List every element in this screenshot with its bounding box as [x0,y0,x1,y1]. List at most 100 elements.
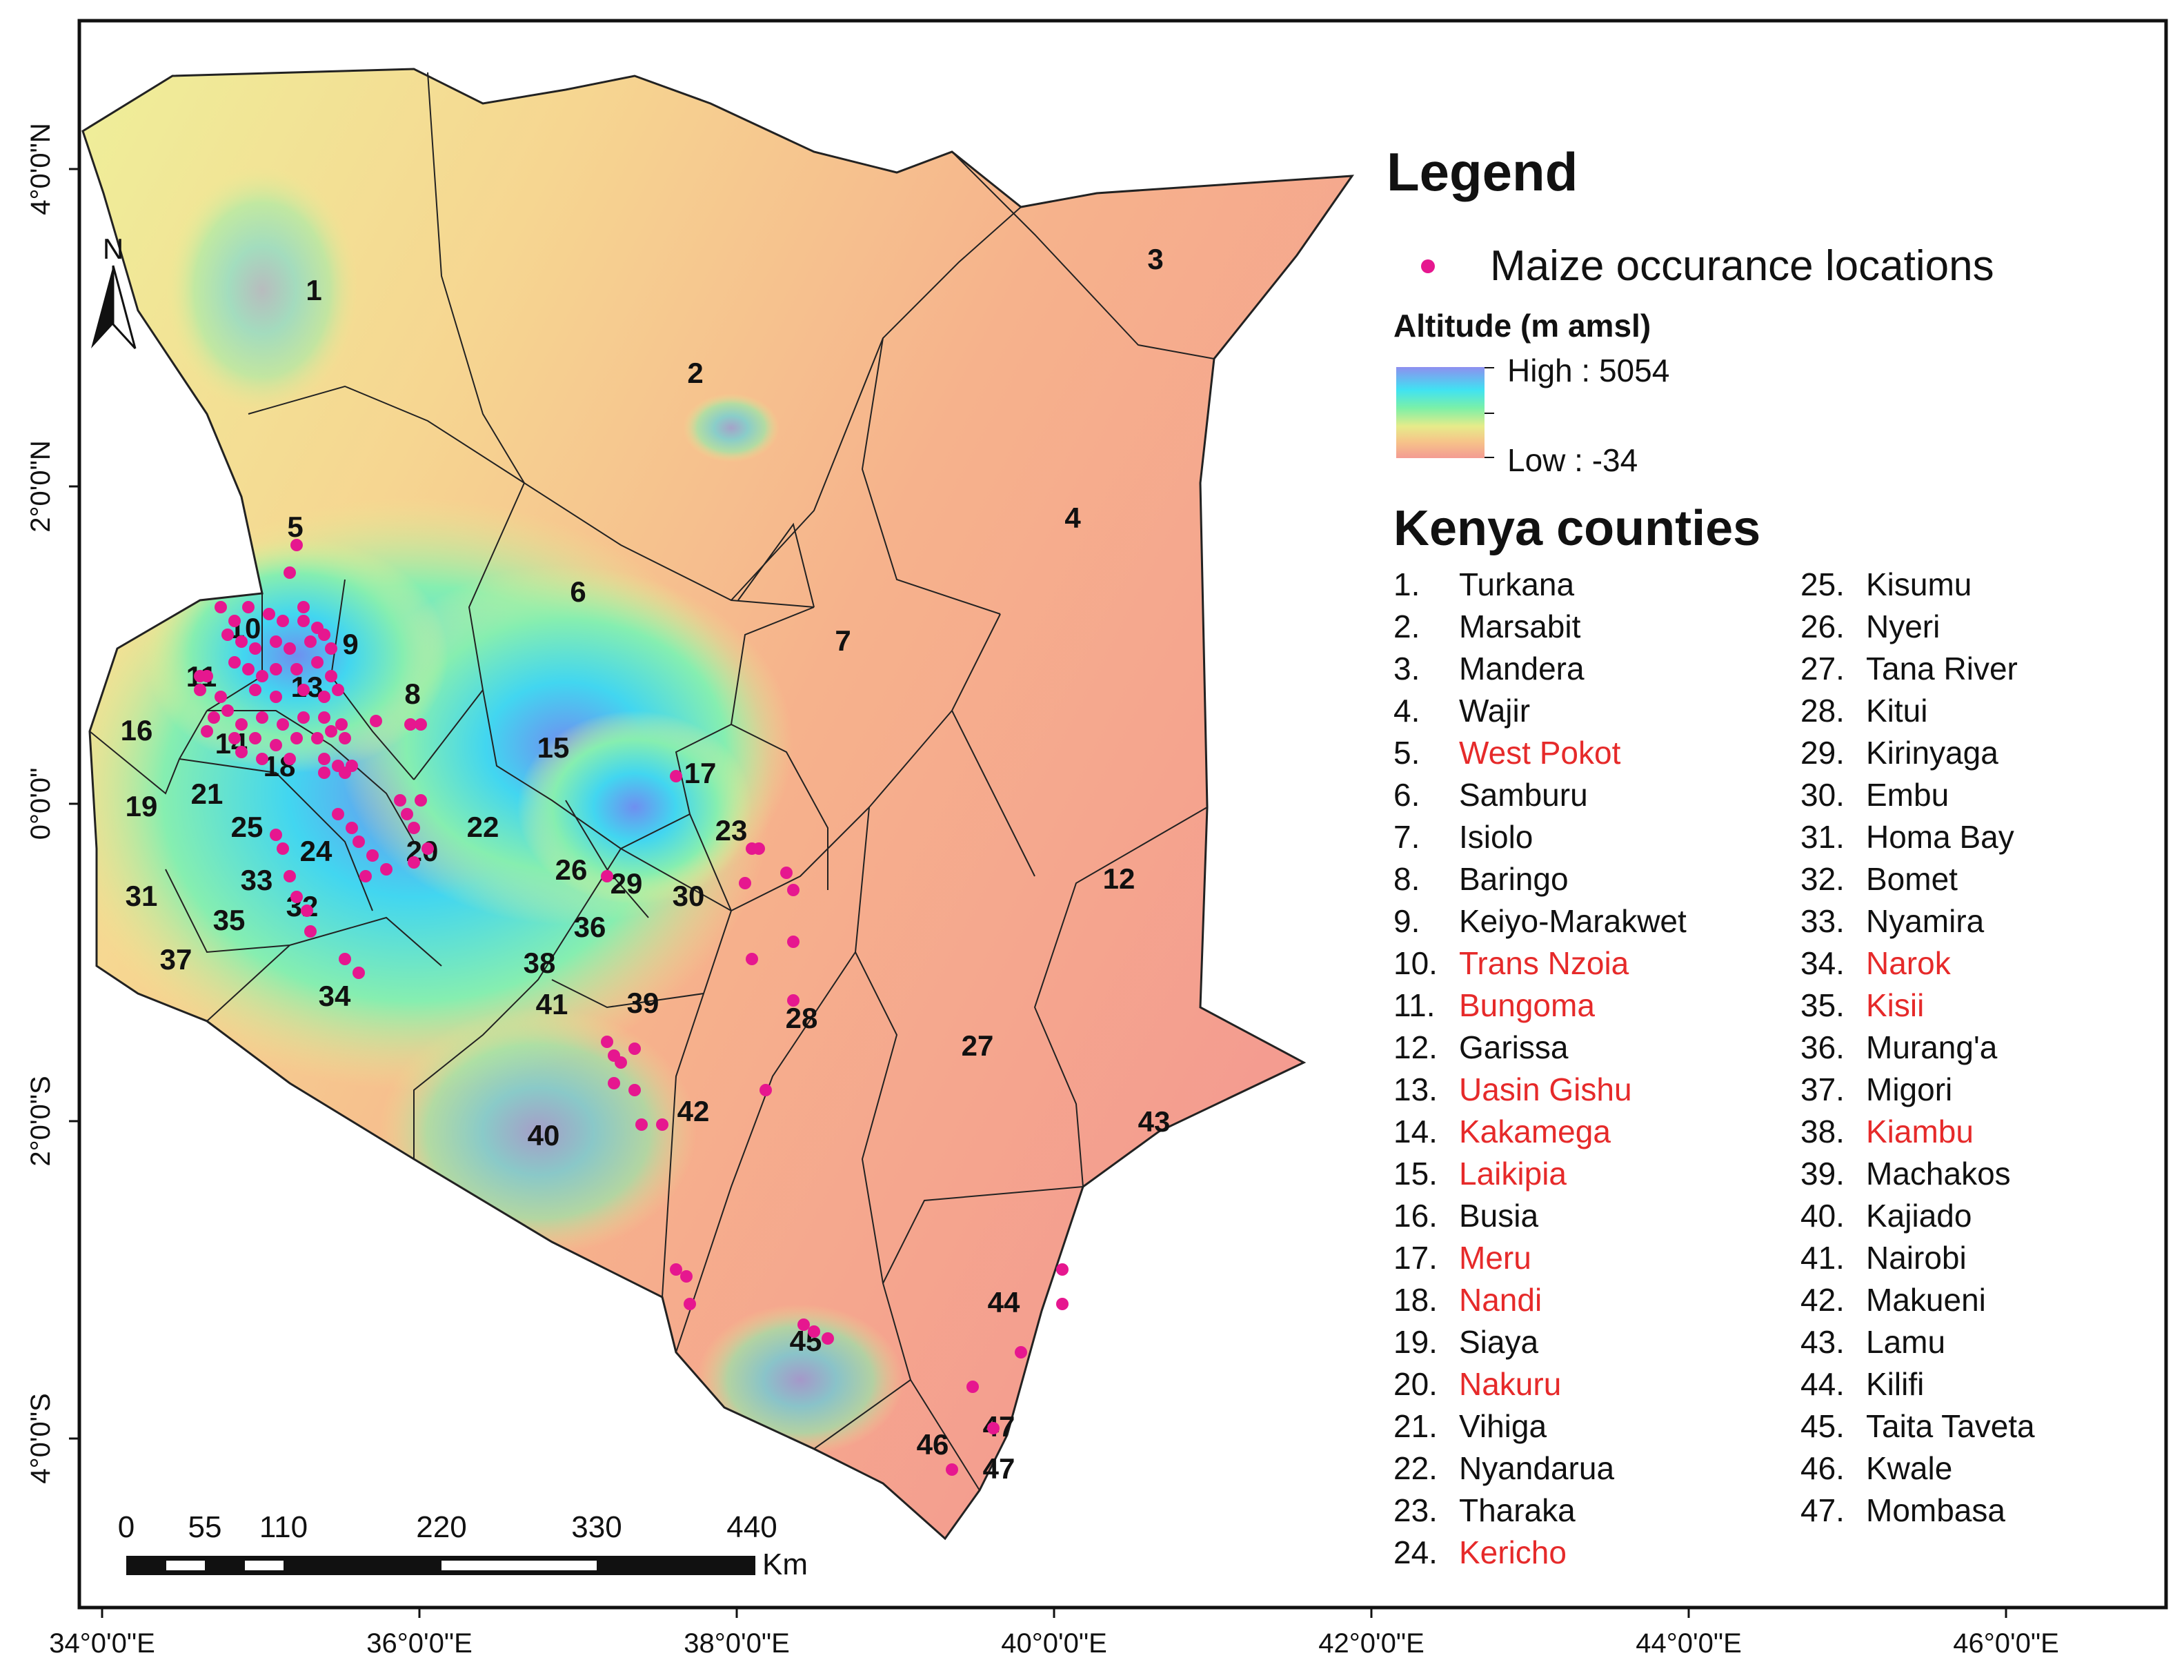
county-list-number: 33. [1800,903,1845,939]
maize-occurrence-point [739,877,751,889]
maize-occurrence-point [221,629,234,641]
county-list-name: Isiolo [1459,819,1533,855]
county-list-name: Mandera [1459,651,1585,686]
scale-label: 220 [416,1510,466,1544]
county-list-name: Marsabit [1459,609,1581,644]
county-list-name: Kisumu [1866,566,1972,602]
county-list-item: 3. Mandera [1393,650,1687,692]
maize-occurrence-point [297,601,310,613]
county-list-number: 15. [1393,1156,1438,1192]
county-number: 3 [1147,243,1163,275]
maize-occurrence-point [249,684,261,696]
maize-occurrence-point [235,746,248,758]
county-list-name: Lamu [1866,1324,1946,1360]
county-number: 12 [1103,862,1135,895]
county-list-number: 24. [1393,1534,1438,1570]
maize-occurrence-point [601,870,613,882]
maize-occurrence-point [284,566,296,579]
ramp-tick [1485,367,1494,368]
scale-label: 110 [259,1510,308,1544]
county-list-item: 26. Nyeri [1800,608,2035,650]
county-list-number: 40. [1800,1198,1845,1234]
county-list-item: 37. Migori [1800,1071,2035,1113]
maize-occurrence-point [628,1042,641,1055]
county-list-number: 9. [1393,903,1420,939]
county-list-number: 29. [1800,735,1845,771]
graticule-ticks [69,168,2007,1618]
county-number: 15 [537,731,570,764]
maize-occurrence-point [284,753,296,765]
county-list-item: 11. Bungoma [1393,987,1687,1029]
maize-occurrence-point [353,967,365,979]
maize-occurrence-point [404,718,417,731]
maize-occurrence-point [787,994,800,1007]
county-list-number: 19. [1393,1324,1438,1360]
county-list-item: 38. Kiambu [1800,1113,2035,1155]
county-list-name: Kwale [1866,1450,1953,1486]
county-list-column-2: 25. Kisumu 26. Nyeri 27. Tana River 28. Kitui 29… [1800,566,2035,1534]
county-list-item: 40. Kajiado [1800,1197,2035,1239]
county-list-number: 8. [1393,861,1420,897]
county-number: 22 [467,811,499,843]
maize-occurrence-point [290,891,303,903]
maize-occurrence-point [1056,1263,1069,1276]
maize-occurrence-point [746,953,758,965]
maize-occurrence-point [201,725,213,738]
maize-occurrence-point [394,794,406,807]
county-list-name: Vihiga [1459,1408,1547,1444]
county-list-item: 23. Tharaka [1393,1492,1687,1534]
maize-occurrence-point [787,884,800,896]
maize-occurrence-point [1015,1346,1027,1358]
county-list-number: 27. [1800,651,1845,686]
maize-occurrence-point [221,704,234,717]
county-list-name: Nyandarua [1459,1450,1615,1486]
county-list-item: 21. Vihiga [1393,1407,1687,1450]
maize-occurrence-point [608,1077,620,1089]
county-list-name: Kericho [1459,1534,1567,1570]
county-list-item: 31. Homa Bay [1800,818,2035,860]
lon-label: 38°0'0"E [684,1628,790,1659]
county-list-item: 8. Baringo [1393,860,1687,902]
county-list-number: 14. [1393,1114,1438,1149]
county-list-item: 27. Tana River [1800,650,2035,692]
ramp-tick [1485,457,1494,458]
maize-occurrence-point [270,739,282,751]
county-list-name: Trans Nzoia [1459,945,1629,981]
county-list-number: 46. [1800,1450,1845,1486]
county-list-item: 12. Garissa [1393,1029,1687,1071]
scale-label: 330 [571,1510,622,1544]
county-list-name: Garissa [1459,1029,1569,1065]
county-list-item: 25. Kisumu [1800,566,2035,608]
north-arrow-label: N [103,233,123,265]
county-list-number: 32. [1800,861,1845,897]
maize-occurrence-point [635,1118,648,1131]
maize-occurrence-point [680,1270,693,1283]
maize-occurrence-point [208,711,220,724]
county-list-name: Nakuru [1459,1366,1562,1402]
maize-occurrence-point [318,629,330,641]
county-list-item: 29. Kirinyaga [1800,734,2035,776]
maize-occurrence-point [987,1422,1000,1434]
county-borders [89,72,1215,1491]
legend-title: Legend [1387,141,1578,202]
lat-label: 0°0'0" [26,768,56,840]
maize-occurrence-point [401,808,413,820]
county-list-number: 13. [1393,1071,1438,1107]
maize-occurrence-point [318,711,330,724]
county-list-item: 7. Isiolo [1393,818,1687,860]
county-list-item: 1. Turkana [1393,566,1687,608]
maize-occurrence-point [415,794,427,807]
maize-occurrence-point [242,663,255,675]
county-list-name: Narok [1866,945,1951,981]
county-list-item: 13. Uasin Gishu [1393,1071,1687,1113]
county-list-item: 43. Lamu [1800,1323,2035,1365]
county-list-item: 32. Bomet [1800,860,2035,902]
lon-label: 36°0'0"E [366,1628,473,1659]
maize-occurrence-point [353,836,365,848]
county-number: 36 [574,911,606,943]
county-list-name: Mombasa [1866,1492,2005,1528]
county-list-name: Machakos [1866,1156,2011,1192]
county-list-item: 18. Nandi [1393,1281,1687,1323]
county-list-number: 30. [1800,777,1845,813]
